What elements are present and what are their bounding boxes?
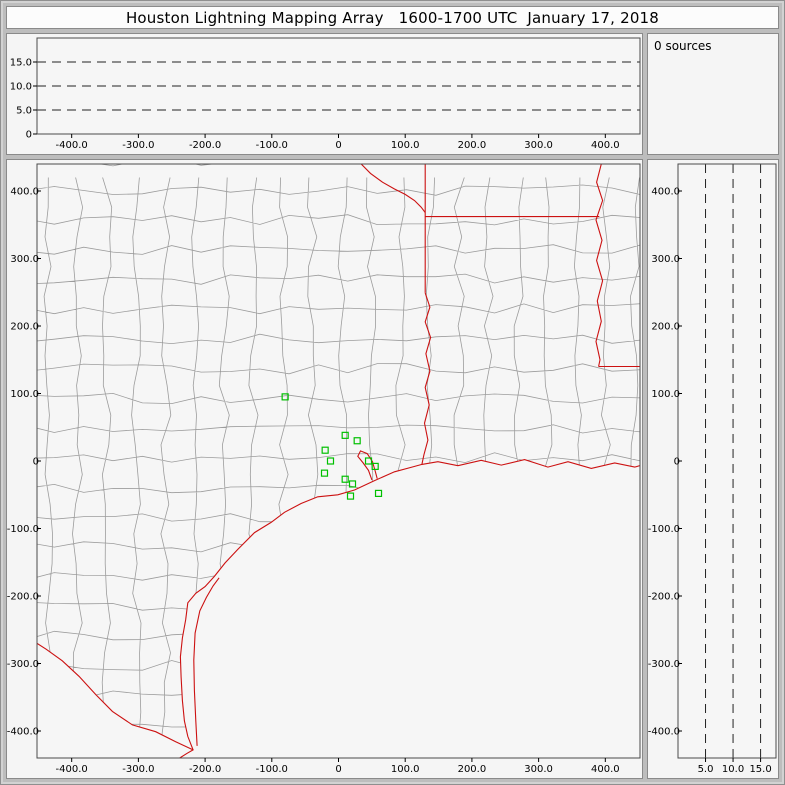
lma-station-marker [353, 437, 361, 445]
plan-view-map[interactable]: -400.0 -300.0 -200.0 -100.0 0 100.0 200.0 300.0… [7, 160, 642, 778]
tick-label: 10.0 [10, 82, 32, 93]
tick-label: 100.0 [10, 389, 39, 400]
tick-label: 0 [335, 140, 341, 151]
tick-label: 0 [33, 457, 39, 468]
tick-label: 400.0 [10, 187, 39, 198]
tick-label: 100.0 [391, 140, 420, 151]
lma-station-marker [341, 431, 349, 439]
tick-label: 400.0 [591, 764, 620, 775]
lma-station-marker [341, 475, 349, 483]
tick-label: 100.0 [651, 389, 680, 400]
tick-label: -300.0 [648, 659, 680, 670]
tick-label: -200.0 [189, 140, 221, 151]
tick-label: -100.0 [7, 524, 39, 535]
page-title: Houston Lightning Mapping Array 1600-170… [125, 8, 660, 27]
tick-label: -300.0 [122, 764, 154, 775]
state-and-coast-boundaries [37, 164, 640, 758]
tick-label: 0 [674, 457, 680, 468]
plan-view-panel: -400.0 -300.0 -200.0 -100.0 0 100.0 200.0 300.0… [6, 159, 643, 779]
tick-label: 300.0 [524, 764, 553, 775]
tick-label: -200.0 [648, 592, 680, 603]
lma-station-marker [374, 489, 383, 497]
tick-label: 300.0 [524, 140, 553, 151]
title-bar: Houston Lightning Mapping Array 1600-170… [6, 6, 779, 29]
tick-label: -200.0 [189, 764, 221, 775]
lma-station-marker [320, 469, 329, 477]
altitude-ns-panel: 5.0 10.0 15.0 400.0 300.0 200.0 100.0 0 -100.0 -2… [647, 159, 779, 779]
lma-station-marker [348, 480, 357, 488]
lma-stations [281, 393, 383, 500]
tick-label: -100.0 [256, 140, 288, 151]
tick-label: -400.0 [648, 727, 680, 738]
tick-label: 200.0 [458, 140, 487, 151]
tick-label: 400.0 [651, 187, 680, 198]
ns-altitude-plot[interactable]: 5.0 10.0 15.0 400.0 300.0 200.0 100.0 0 -100.0 -2… [648, 160, 778, 778]
tick-label: -400.0 [7, 727, 39, 738]
boundary-padre-island [193, 577, 220, 746]
tick-label: -300.0 [7, 659, 39, 670]
tick-label: 300.0 [651, 254, 680, 265]
sources-panel: 0 sources [647, 33, 779, 155]
tick-label: 200.0 [10, 322, 39, 333]
tick-label: 15.0 [10, 58, 32, 69]
altitude-ew-panel: -400.0 -300.0 -200.0 -100.0 0 100.0 200.0 300.0… [6, 33, 643, 155]
tick-label: 10.0 [722, 764, 744, 775]
tick-label: -100.0 [256, 764, 288, 775]
boundary-rio-grande [37, 642, 194, 751]
tick-label: 400.0 [591, 140, 620, 151]
lma-station-marker [371, 462, 379, 470]
tick-label: -200.0 [7, 592, 39, 603]
sources-count: 0 sources [654, 39, 712, 53]
tick-label: 200.0 [458, 764, 487, 775]
boundary-mississippi-river [595, 164, 604, 367]
tick-label: 200.0 [651, 322, 680, 333]
tick-label: -400.0 [56, 764, 88, 775]
tick-label: 0 [26, 130, 32, 141]
boundary-gulf-coast [179, 459, 640, 758]
tick-label: -300.0 [122, 140, 154, 151]
lma-station-marker [321, 446, 329, 454]
tick-label: 15.0 [749, 764, 771, 775]
ew-altitude-plot[interactable]: -400.0 -300.0 -200.0 -100.0 0 100.0 200.0 300.0… [7, 34, 642, 154]
tick-label: 300.0 [10, 254, 39, 265]
lma-station-marker [281, 393, 289, 401]
lma-station-marker [346, 492, 355, 500]
lma-station-marker [326, 457, 335, 465]
boundary-red-river [360, 164, 426, 213]
boundary-galveston-bay [357, 450, 378, 481]
tick-label: 0 [335, 764, 341, 775]
lma-station-marker [364, 457, 373, 465]
tick-label: 100.0 [391, 764, 420, 775]
tick-label: -400.0 [56, 140, 88, 151]
tick-label: -100.0 [648, 524, 680, 535]
tick-label: 5.0 [698, 764, 714, 775]
tick-label: 5.0 [16, 106, 32, 117]
boundary-sabine-river [421, 292, 432, 465]
